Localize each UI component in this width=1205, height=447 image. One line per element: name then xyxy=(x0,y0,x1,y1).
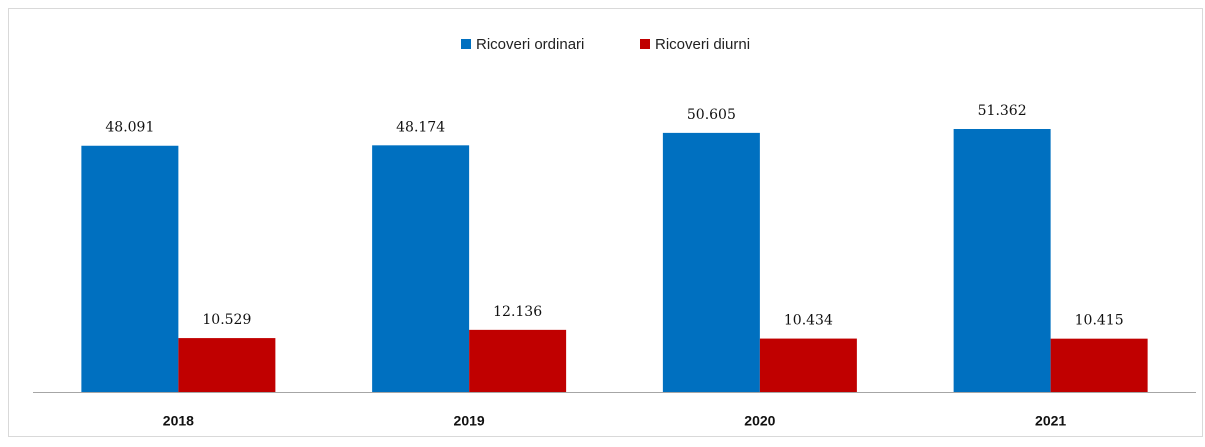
value-label: 10.529 xyxy=(202,312,251,328)
value-label: 10.415 xyxy=(1075,313,1124,329)
legend-label: Ricoveri diurni xyxy=(655,36,750,53)
bar xyxy=(1050,338,1148,392)
x-tick-label: 2018 xyxy=(163,413,194,429)
legend-swatch xyxy=(461,39,471,49)
bar xyxy=(662,132,760,393)
legend-swatch xyxy=(640,39,650,49)
value-label: 12.136 xyxy=(493,304,542,320)
x-tick-label: 2020 xyxy=(744,413,775,429)
bar xyxy=(372,145,470,392)
value-label: 51.362 xyxy=(978,103,1027,119)
x-tick-label: 2021 xyxy=(1035,413,1066,429)
value-label: 48.174 xyxy=(396,119,445,135)
bar xyxy=(178,338,276,392)
legend-label: Ricoveri ordinari xyxy=(476,36,584,53)
value-label: 50.605 xyxy=(687,107,736,123)
bar xyxy=(953,129,1051,392)
bar xyxy=(759,338,857,392)
bar xyxy=(469,329,567,392)
bar xyxy=(81,145,179,392)
value-label: 48.091 xyxy=(105,120,154,136)
x-tick-label: 2019 xyxy=(454,413,485,429)
value-label: 10.434 xyxy=(784,313,833,329)
